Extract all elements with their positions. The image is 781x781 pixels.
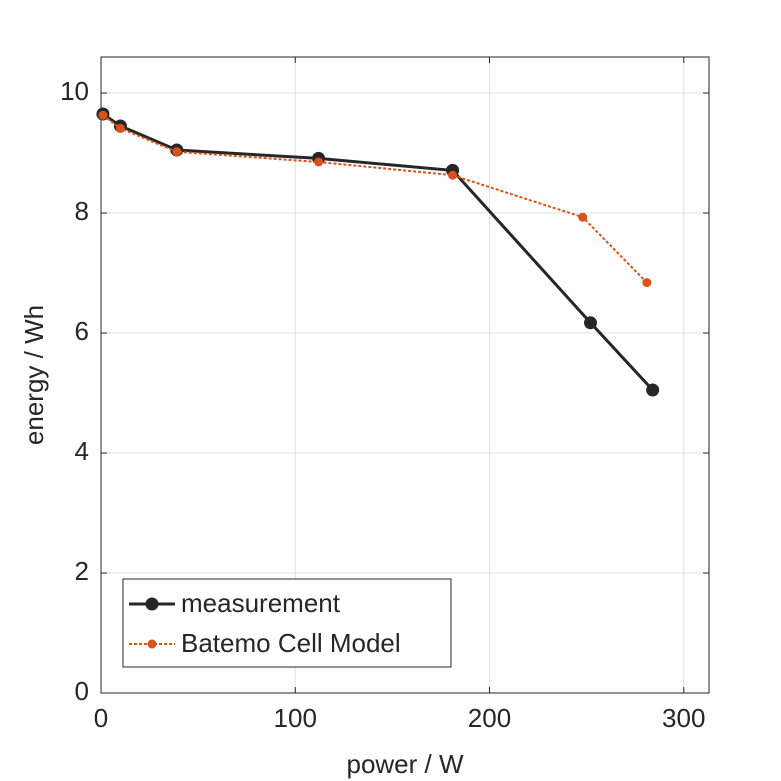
data-point bbox=[98, 110, 108, 120]
data-point bbox=[646, 383, 660, 397]
legend-label: Batemo Cell Model bbox=[181, 628, 401, 658]
y-tick-label: 4 bbox=[75, 436, 89, 466]
y-tick-label: 10 bbox=[60, 76, 89, 106]
y-tick-label: 0 bbox=[75, 676, 89, 706]
data-point bbox=[448, 170, 458, 180]
data-point bbox=[642, 278, 652, 288]
y-tick-label: 8 bbox=[75, 196, 89, 226]
x-tick-label: 300 bbox=[662, 703, 705, 733]
x-tick-label: 100 bbox=[274, 703, 317, 733]
x-tick-label: 0 bbox=[94, 703, 108, 733]
data-point bbox=[314, 157, 324, 167]
legend-box bbox=[122, 578, 452, 668]
y-tick-label: 6 bbox=[75, 316, 89, 346]
data-point bbox=[115, 123, 125, 133]
legend: measurement Batemo Cell Model bbox=[122, 578, 452, 668]
y-axis-label: energy / Wh bbox=[19, 305, 49, 445]
data-point bbox=[172, 147, 182, 157]
x-axis-label: power / W bbox=[346, 749, 463, 779]
legend-marker bbox=[147, 639, 157, 649]
legend-label: measurement bbox=[181, 588, 341, 618]
legend-marker bbox=[145, 597, 159, 611]
y-tick-label: 2 bbox=[75, 556, 89, 586]
data-point bbox=[584, 316, 598, 330]
x-tick-label: 200 bbox=[468, 703, 511, 733]
axes-box bbox=[100, 56, 710, 694]
data-point bbox=[578, 212, 588, 222]
